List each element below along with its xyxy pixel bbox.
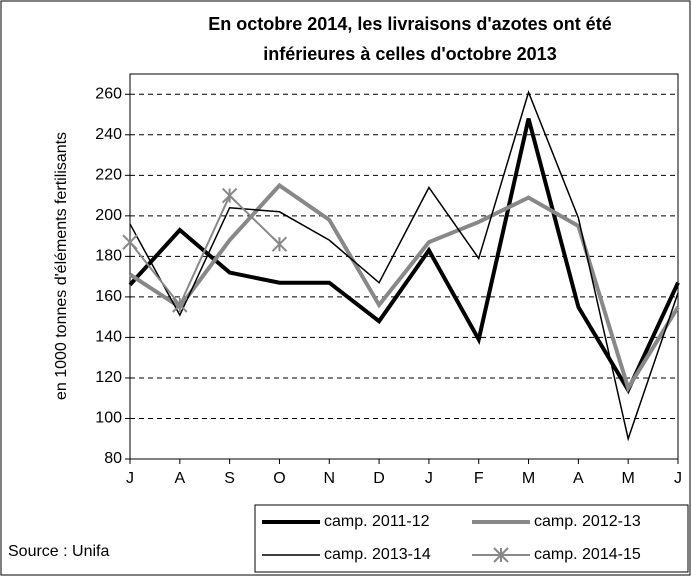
x-tick-label: N (323, 470, 335, 487)
y-tick-label: 260 (95, 85, 122, 102)
x-tick-label: J (425, 470, 433, 487)
y-tick-label: 100 (95, 410, 122, 427)
plot-area (129, 73, 679, 460)
title-line: inférieures à celles d'octobre 2013 (263, 44, 556, 64)
x-tick-label: A (573, 470, 584, 487)
series-line (129, 193, 281, 307)
x-tick-label: O (273, 470, 285, 487)
x-tick-label: D (373, 470, 385, 487)
x-tick-label: J (126, 470, 134, 487)
x-tick-label: M (622, 470, 635, 487)
y-tick-label: 200 (95, 207, 122, 224)
source: Source : Unifa (8, 543, 109, 560)
legend-label: camp. 2013-14 (324, 546, 431, 563)
legend-label: camp. 2011-12 (324, 513, 430, 530)
y-axis-label: en 1000 tonnes d'éléments fertilisants (53, 132, 70, 400)
x-tick-label: A (174, 470, 185, 487)
marker (122, 234, 138, 250)
x-tick-label: M (522, 470, 535, 487)
marker (271, 236, 288, 252)
x-tick-label: S (224, 470, 235, 487)
title-line: En octobre 2014, les livraisons d'azotes… (208, 14, 611, 34)
x-tick-label: F (474, 470, 484, 487)
y-tick-label: 140 (95, 329, 122, 346)
y-tick-label: 220 (95, 167, 122, 184)
y-tick-label: 160 (95, 288, 122, 305)
legend-label: camp. 2012-13 (534, 513, 641, 530)
marker (172, 297, 188, 313)
series-line (128, 118, 680, 395)
marker (221, 187, 238, 204)
y-tick-label: 120 (95, 369, 122, 386)
legend (254, 504, 689, 573)
y-tick-label: 80 (104, 450, 122, 467)
series-line (129, 89, 679, 442)
x-tick-label: J (674, 470, 682, 487)
legend-label: camp. 2014-15 (534, 546, 641, 563)
y-tick-label: 180 (95, 248, 122, 265)
legend-marker (493, 547, 509, 563)
y-tick-label: 240 (95, 126, 122, 143)
